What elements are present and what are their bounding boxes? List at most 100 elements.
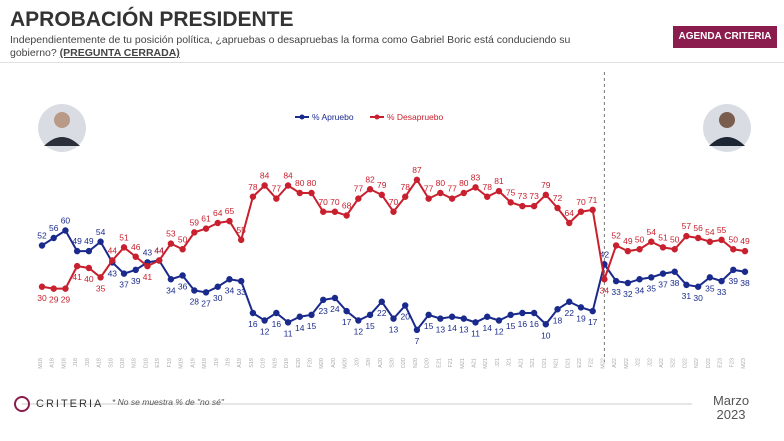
point	[495, 317, 503, 324]
point	[191, 287, 198, 294]
data-label: 15	[424, 321, 434, 331]
data-label: 13	[459, 325, 469, 335]
x-tick-label: E20	[296, 358, 302, 368]
data-label: 39	[729, 276, 739, 286]
x-tick-label: M21	[483, 358, 489, 369]
point	[636, 246, 643, 253]
data-label: 49	[84, 236, 94, 246]
data-label: 70	[389, 197, 399, 207]
point	[97, 238, 104, 245]
data-label: 30	[213, 293, 223, 303]
point	[320, 208, 327, 215]
data-label: 87	[412, 165, 422, 175]
x-tick-label: S20	[390, 358, 396, 368]
point	[132, 253, 139, 260]
data-label: 70	[318, 197, 328, 207]
point	[612, 277, 620, 285]
point	[62, 285, 69, 292]
point	[261, 182, 268, 189]
data-label: 68	[342, 201, 352, 211]
data-label: 39	[131, 276, 141, 286]
legend-marker	[374, 114, 380, 120]
point	[566, 219, 573, 227]
data-label: 59	[190, 217, 200, 227]
point	[191, 229, 198, 236]
point	[530, 309, 538, 317]
point	[484, 193, 491, 200]
data-label: 50	[178, 234, 188, 244]
point	[85, 264, 93, 272]
badge: AGENDA CRITERIA	[673, 26, 777, 48]
data-label: 51	[119, 232, 129, 242]
data-label: 50	[670, 234, 680, 244]
x-tick-label: N20	[413, 358, 419, 368]
point	[237, 236, 245, 244]
divider	[0, 62, 784, 63]
x-tick-label: D19	[284, 358, 290, 368]
point	[284, 182, 292, 189]
x-tick-label: J19	[214, 358, 220, 367]
x-tick-label: N21	[554, 358, 560, 368]
point	[542, 321, 550, 328]
data-label: 54	[647, 227, 657, 237]
data-label: 28	[190, 297, 200, 307]
data-label: 22	[565, 308, 575, 318]
point	[542, 191, 550, 199]
data-label: 82	[365, 174, 375, 184]
data-label: 34	[600, 285, 610, 295]
data-label: 78	[248, 182, 258, 192]
x-tick-label: M22	[624, 358, 630, 369]
data-label: 80	[307, 178, 317, 188]
point	[683, 281, 690, 289]
data-label: 46	[131, 242, 141, 252]
legend-marker	[299, 114, 305, 120]
data-label: 16	[272, 319, 282, 329]
point	[683, 232, 690, 240]
point	[167, 276, 175, 283]
data-label: 64	[565, 208, 575, 218]
data-label: 15	[365, 321, 375, 331]
data-label: 30	[693, 293, 703, 303]
point	[648, 238, 655, 245]
data-label: 20	[400, 312, 410, 322]
x-tick-label: M23	[741, 358, 747, 369]
point	[413, 326, 421, 334]
point	[155, 257, 163, 264]
point	[577, 304, 585, 311]
point	[120, 244, 128, 251]
x-tick-label: A18	[97, 358, 103, 368]
data-label: 23	[318, 306, 328, 316]
data-label: 77	[424, 184, 434, 194]
x-tick-label: N22	[694, 358, 700, 368]
data-label: 34	[166, 285, 176, 295]
x-tick-label: D21	[565, 358, 571, 368]
x-tick-label: A22	[612, 358, 618, 368]
point	[331, 294, 339, 302]
photo-body	[44, 137, 80, 146]
point	[448, 313, 456, 320]
data-label: 38	[740, 278, 750, 288]
legend-label: % Desapruebo	[387, 112, 444, 122]
data-label: 11	[471, 328, 480, 338]
x-tick-label: A21	[472, 358, 478, 368]
data-label: 27	[201, 298, 211, 308]
point	[589, 206, 596, 214]
data-label: 33	[717, 287, 727, 297]
x-tick-label: O22	[682, 358, 688, 368]
data-label: 12	[260, 327, 270, 337]
data-label: 64	[213, 208, 223, 218]
x-tick-label: F23	[729, 358, 735, 367]
data-label: 80	[295, 178, 305, 188]
data-label: 31	[682, 291, 692, 301]
brand: CRITERIA	[36, 398, 104, 410]
point	[249, 309, 257, 317]
point	[378, 298, 385, 305]
legend-label: % Apruebo	[312, 112, 354, 122]
point	[706, 274, 714, 281]
data-label: 12	[494, 327, 504, 337]
x-tick-label: O21	[542, 358, 548, 368]
subtitle-text: Independientemente de tu posición políti…	[10, 34, 571, 59]
data-label: 14	[447, 323, 457, 333]
point	[109, 257, 116, 264]
